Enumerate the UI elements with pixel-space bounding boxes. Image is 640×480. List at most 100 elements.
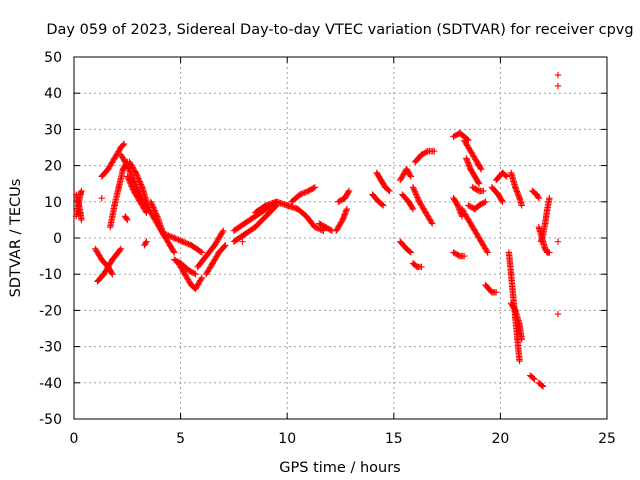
- data-point: [166, 232, 174, 240]
- data-point: [484, 249, 491, 256]
- y-tick-label: -40: [39, 376, 62, 392]
- data-point: [518, 202, 525, 209]
- data-point: [475, 179, 482, 186]
- data-point: [483, 247, 491, 255]
- data-point: [163, 231, 171, 239]
- data-point: [554, 71, 562, 79]
- data-point: [149, 202, 156, 210]
- data-point: [406, 172, 414, 179]
- data-point: [412, 191, 420, 198]
- data-point: [418, 263, 425, 271]
- data-point: [311, 184, 319, 191]
- data-point: [460, 252, 468, 260]
- data-point: [314, 225, 321, 232]
- data-point: [120, 141, 127, 148]
- data-point: [502, 172, 509, 179]
- data-point: [162, 231, 169, 238]
- y-tick-label: 30: [44, 122, 62, 138]
- y-tick-label: -30: [39, 340, 62, 356]
- data-point: [518, 336, 525, 343]
- data-point: [124, 173, 131, 180]
- data-point: [478, 166, 485, 173]
- data-point: [378, 201, 386, 208]
- data-point: [138, 182, 145, 190]
- data-point: [135, 175, 142, 182]
- data-point: [499, 198, 506, 205]
- data-point: [546, 249, 553, 256]
- x-tick-label: 10: [278, 431, 296, 447]
- data-point: [198, 249, 206, 256]
- data-point: [302, 188, 309, 196]
- data-point: [127, 180, 134, 187]
- data-point: [116, 246, 124, 254]
- x-tick-labels: 0 5 10 15 20 25: [70, 431, 616, 447]
- data-point: [171, 234, 178, 242]
- data-point: [301, 189, 308, 196]
- y-tick-label: 10: [44, 195, 62, 211]
- data-point: [554, 310, 562, 318]
- data-point: [239, 238, 246, 245]
- data-point: [343, 205, 351, 213]
- data-point: [120, 140, 128, 148]
- y-tick-label: -20: [39, 303, 62, 319]
- data-point: [310, 184, 317, 192]
- data-point: [315, 225, 323, 233]
- y-axis-label: SDTVAR / TECUs: [8, 179, 24, 298]
- data-point: [134, 173, 141, 181]
- data-point: [78, 187, 85, 195]
- data-point: [492, 289, 500, 296]
- data-point: [554, 82, 562, 90]
- data-point: [137, 179, 144, 187]
- data-point: [133, 172, 141, 179]
- data-point: [98, 194, 105, 202]
- data-point: [148, 200, 155, 207]
- data-point: [179, 238, 186, 245]
- data-point: [546, 194, 553, 202]
- y-tick-label: 50: [44, 50, 62, 66]
- data-point: [129, 186, 137, 193]
- data-point: [143, 238, 150, 245]
- data-point: [169, 234, 176, 241]
- data-point: [531, 375, 538, 383]
- axis-ticks: [73, 56, 608, 420]
- data-point: [413, 192, 421, 200]
- data-point: [192, 271, 199, 278]
- data-point: [480, 187, 487, 195]
- data-point: [124, 216, 131, 224]
- data-point: [477, 164, 484, 172]
- data-point: [296, 191, 304, 198]
- data-point: [132, 169, 140, 177]
- y-tick-labels: -50 -40 -30 -20 -10 0 10 20 30 40 50: [39, 50, 62, 428]
- data-point: [197, 248, 204, 255]
- data-point: [298, 190, 305, 198]
- data-point: [415, 197, 422, 204]
- data-point: [311, 223, 319, 231]
- x-tick-label: 5: [176, 431, 185, 447]
- y-tick-label: -10: [39, 267, 62, 283]
- data-point: [535, 194, 542, 202]
- y-tick-label: 40: [44, 86, 62, 102]
- data-point: [428, 220, 436, 227]
- data-point: [197, 275, 205, 283]
- data-point: [516, 357, 523, 365]
- data-point: [142, 239, 149, 247]
- data-point: [147, 198, 154, 205]
- data-point: [410, 185, 417, 192]
- data-point: [125, 176, 132, 183]
- data-point: [221, 243, 228, 250]
- x-tick-label: 0: [70, 431, 79, 447]
- data-point: [482, 198, 489, 205]
- data-point: [178, 237, 185, 245]
- data-point: [137, 181, 145, 188]
- data-point: [136, 178, 143, 185]
- data-point: [379, 202, 387, 209]
- data-point: [219, 228, 226, 236]
- data-point: [539, 383, 547, 390]
- data-point: [503, 173, 510, 180]
- data-point: [409, 184, 417, 191]
- data-point: [131, 168, 139, 175]
- data-point: [303, 188, 311, 195]
- data-point: [414, 194, 421, 201]
- chart-title: Day 059 of 2023, Sidereal Day-to-day VTE…: [46, 22, 633, 38]
